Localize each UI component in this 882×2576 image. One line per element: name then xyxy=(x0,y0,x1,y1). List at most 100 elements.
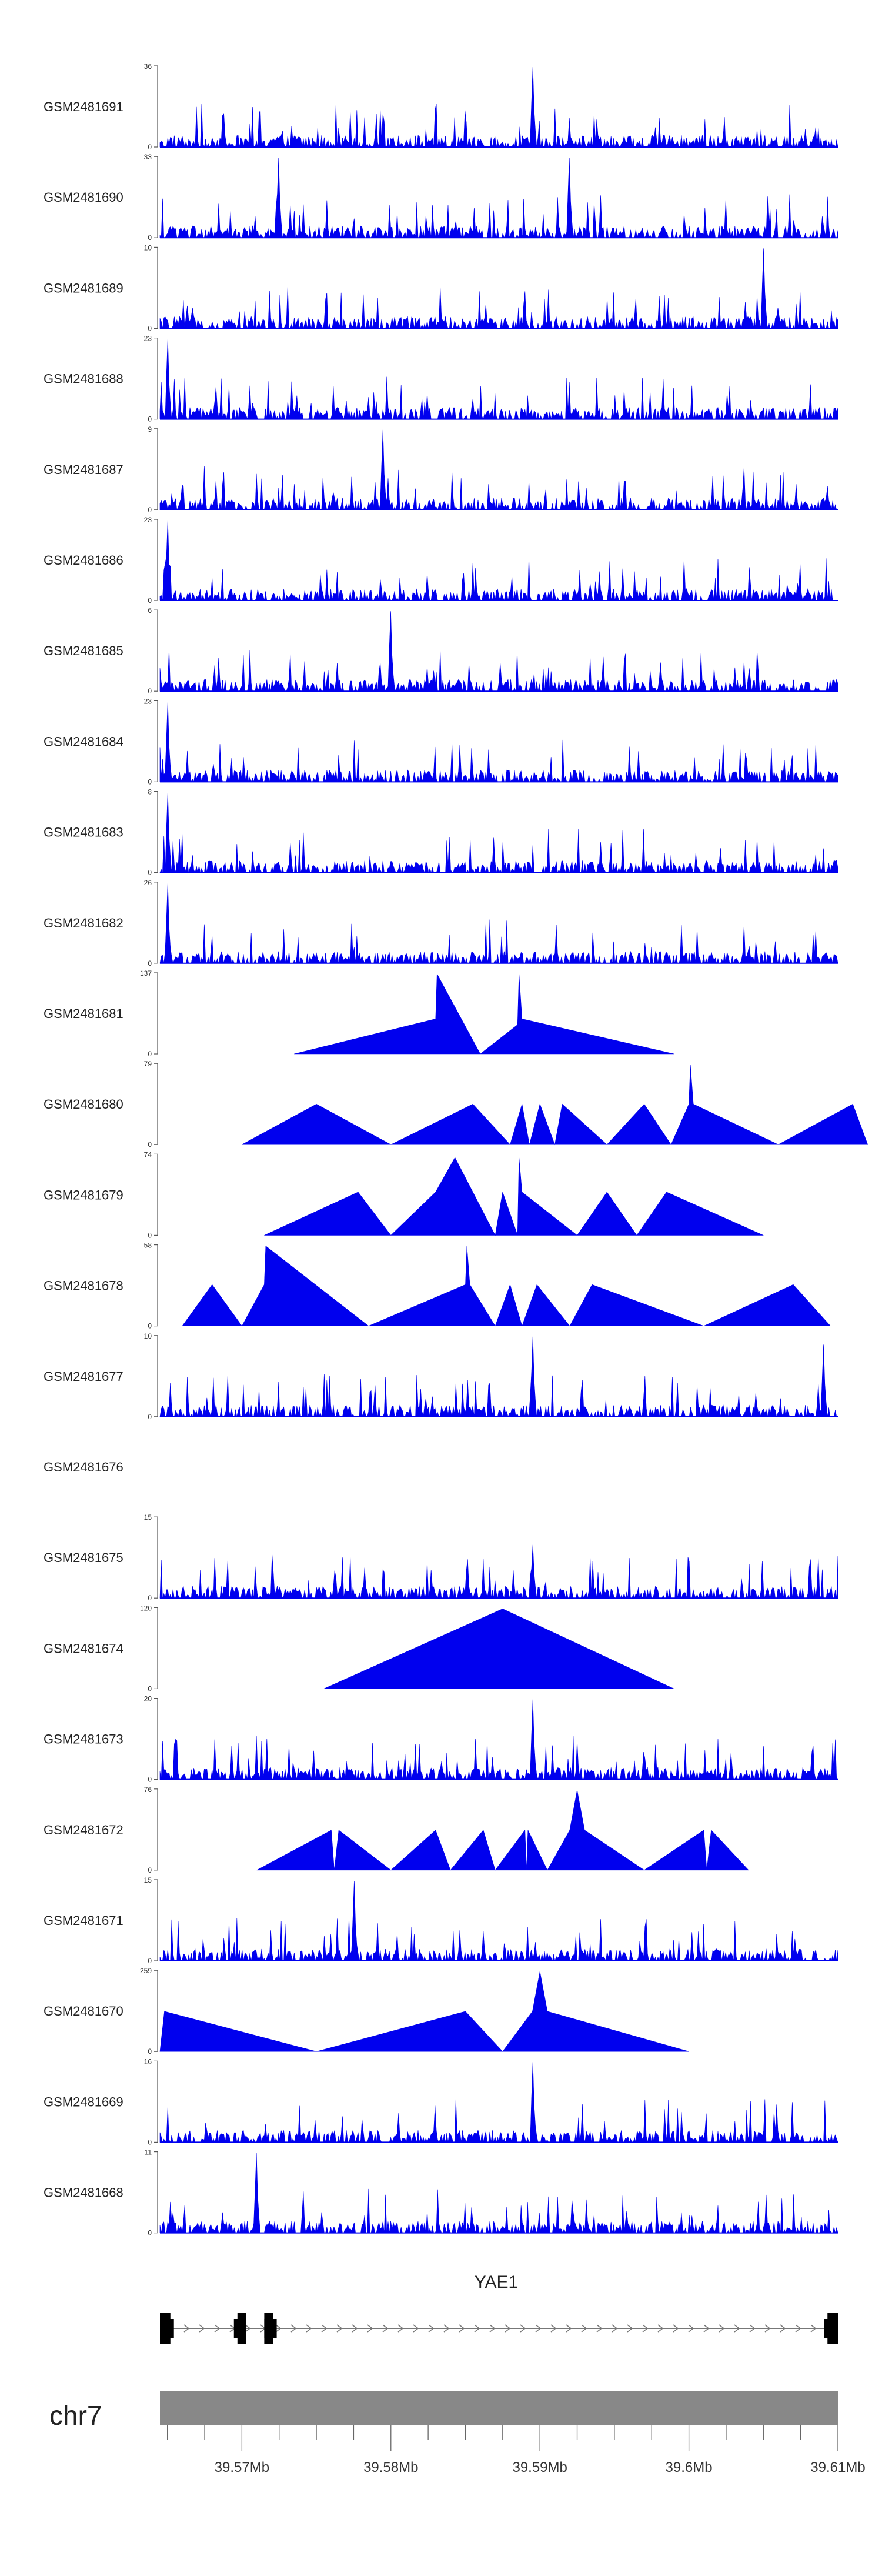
coverage-area xyxy=(159,611,838,692)
track-GSM2481669: GSM2481669 16 0 xyxy=(44,2057,838,2146)
strand-arrow-icon xyxy=(367,2324,373,2333)
coverage-area xyxy=(159,1544,838,1599)
y-zero-label: 0 xyxy=(148,415,152,423)
y-max-label: 16 xyxy=(144,2057,152,2066)
y-zero-label: 0 xyxy=(148,2229,152,2237)
y-zero-label: 0 xyxy=(148,143,152,151)
coverage-area xyxy=(159,1971,689,2052)
track-label: GSM2481678 xyxy=(44,1279,123,1293)
strand-arrow-icon xyxy=(780,2324,786,2333)
strand-arrow-icon xyxy=(657,2324,664,2333)
data-tracks: GSM2481691360GSM2481690330GSM2481689100G… xyxy=(44,62,868,2237)
y-max-label: 11 xyxy=(145,2148,152,2157)
exon-utr xyxy=(233,2319,246,2338)
y-max-label: 259 xyxy=(140,1967,152,1975)
track-GSM2481673: GSM2481673 20 0 xyxy=(44,1695,838,1784)
track-label: GSM2481689 xyxy=(44,281,123,295)
y-zero-label: 0 xyxy=(148,233,152,242)
y-max-label: 15 xyxy=(144,1513,152,1521)
track-label: GSM2481677 xyxy=(44,1369,123,1384)
track-GSM2481680: GSM2481680 79 0 xyxy=(44,1060,868,1149)
y-zero-label: 0 xyxy=(148,324,152,332)
track-label: GSM2481686 xyxy=(44,553,123,568)
coverage-area xyxy=(159,2062,838,2143)
y-max-label: 6 xyxy=(148,606,152,615)
y-max-label: 10 xyxy=(144,243,152,252)
y-max-label: 33 xyxy=(144,153,152,161)
strand-arrow-icon xyxy=(428,2324,435,2333)
strand-arrow-icon xyxy=(520,2324,526,2333)
y-zero-label: 0 xyxy=(148,2047,152,2056)
coverage-area xyxy=(323,1609,674,1689)
strand-arrow-icon xyxy=(749,2324,756,2333)
chromosome-bar xyxy=(160,2391,838,2425)
strand-arrow-icon xyxy=(642,2324,649,2333)
coverage-area xyxy=(159,248,838,329)
strand-arrow-icon xyxy=(336,2324,343,2333)
chromosome-label: chr7 xyxy=(49,2400,102,2431)
coverage-area xyxy=(159,702,838,783)
coverage-area xyxy=(159,339,838,420)
exon-utr xyxy=(264,2319,277,2338)
strand-arrow-icon xyxy=(810,2324,817,2333)
y-zero-label: 0 xyxy=(148,1231,152,1239)
track-GSM2481674: GSM2481674 120 0 xyxy=(44,1604,674,1693)
y-max-label: 58 xyxy=(144,1242,152,1250)
strand-arrow-icon xyxy=(183,2324,190,2333)
y-max-label: 15 xyxy=(144,1876,152,1884)
track-GSM2481691: GSM2481691 36 0 xyxy=(44,62,838,151)
strand-arrow-icon xyxy=(474,2324,480,2333)
strand-arrow-icon xyxy=(459,2324,465,2333)
track-label: GSM2481674 xyxy=(44,1641,123,1656)
strand-arrow-icon xyxy=(703,2324,710,2333)
strand-arrow-icon xyxy=(352,2324,358,2333)
coverage-area xyxy=(159,66,838,148)
track-GSM2481678: GSM2481678 58 0 xyxy=(44,1242,831,1330)
y-zero-label: 0 xyxy=(148,778,152,786)
track-label: GSM2481668 xyxy=(44,2185,123,2200)
strand-arrow-icon xyxy=(397,2324,404,2333)
x-tick-label: 39.59Mb xyxy=(512,2460,567,2475)
strand-arrow-icon xyxy=(382,2324,389,2333)
track-label: GSM2481685 xyxy=(44,643,123,658)
y-max-label: 76 xyxy=(144,1786,152,1794)
track-GSM2481686: GSM2481686 23 0 xyxy=(44,516,838,605)
track-GSM2481688: GSM2481688 23 0 xyxy=(44,335,838,423)
coverage-area xyxy=(159,1699,838,1780)
x-tick-label: 39.61Mb xyxy=(810,2460,865,2475)
y-max-label: 137 xyxy=(140,969,152,977)
track-GSM2481681: GSM2481681 137 0 xyxy=(44,969,674,1058)
strand-arrow-icon xyxy=(505,2324,511,2333)
strand-arrow-icon xyxy=(719,2324,725,2333)
y-zero-label: 0 xyxy=(148,1776,152,1784)
strand-arrow-icon xyxy=(321,2324,328,2333)
chromosome-track: chr7 39.57Mb 39.58Mb 39.59Mb 39.6Mb 39.61Mb xyxy=(49,2391,866,2475)
track-GSM2481672: GSM2481672 76 0 xyxy=(44,1786,749,1874)
track-label: GSM2481670 xyxy=(44,2004,123,2018)
coverage-area xyxy=(256,1790,749,1871)
strand-arrow-icon xyxy=(489,2324,496,2333)
y-zero-label: 0 xyxy=(148,2138,152,2146)
y-max-label: 20 xyxy=(144,1695,152,1703)
strand-arrow-icon xyxy=(550,2324,557,2333)
coverage-area xyxy=(159,2153,838,2234)
track-GSM2481679: GSM2481679 74 0 xyxy=(44,1150,764,1239)
track-label: GSM2481691 xyxy=(44,99,123,114)
y-max-label: 10 xyxy=(144,1332,152,1340)
track-label: GSM2481676 xyxy=(44,1460,123,1474)
track-GSM2481675: GSM2481675 15 0 xyxy=(44,1513,838,1602)
coverage-area xyxy=(159,429,838,510)
coverage-area xyxy=(159,1336,838,1417)
track-GSM2481684: GSM2481684 23 0 xyxy=(44,697,838,786)
y-max-label: 23 xyxy=(144,697,152,705)
strand-arrow-icon xyxy=(275,2324,282,2333)
strand-arrow-icon xyxy=(199,2324,205,2333)
track-label: GSM2481690 xyxy=(44,190,123,205)
track-label: GSM2481680 xyxy=(44,1097,123,1112)
track-GSM2481676: GSM2481676 xyxy=(44,1460,123,1474)
strand-arrow-icon xyxy=(535,2324,542,2333)
strand-arrow-icon xyxy=(245,2324,251,2333)
track-GSM2481677: GSM2481677 10 0 xyxy=(44,1332,838,1421)
strand-arrow-icon xyxy=(627,2324,633,2333)
y-max-label: 79 xyxy=(144,1060,152,1068)
